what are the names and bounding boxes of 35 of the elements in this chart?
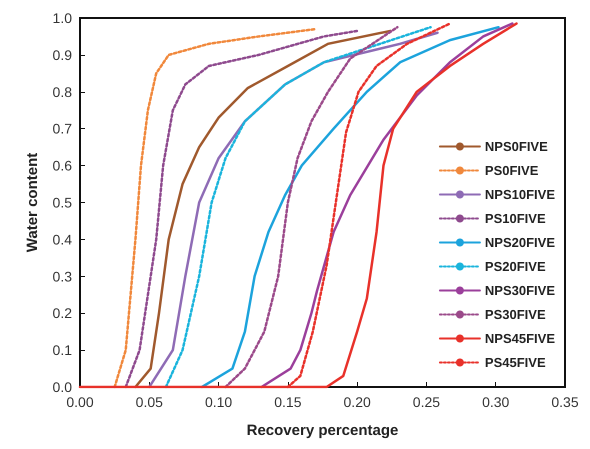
legend-label: PS0FIVE (484, 163, 539, 178)
line-series (134, 30, 392, 388)
y-tick-label: 0.2 (52, 305, 72, 322)
x-tick-label: 0.25 (412, 394, 440, 410)
x-tick-label: 0.05 (136, 394, 164, 410)
legend-label: NPS10FIVE (484, 187, 556, 202)
x-axis-title: Recovery percentage (246, 422, 398, 439)
y-tick-label: 1.0 (52, 10, 72, 26)
y-tick-label: 0.5 (52, 194, 72, 210)
legend-label: PS20FIVE (484, 259, 546, 274)
x-tick-label: 0.35 (551, 394, 579, 410)
line-series (224, 26, 399, 388)
y-tick-label: 0.9 (52, 46, 72, 63)
y-tick-label: 0.3 (52, 268, 72, 284)
line-series (124, 30, 358, 388)
x-tick-label: 0.30 (482, 394, 510, 410)
y-tick-label: 0.1 (52, 342, 72, 358)
y-tick-label: 0.0 (52, 379, 72, 395)
legend-label: NPS20FIVE (484, 235, 556, 250)
line-series (113, 28, 317, 388)
x-tick-label: 0.00 (66, 394, 94, 410)
legend-label: PS45FIVE (484, 355, 546, 370)
y-tick-label: 0.4 (52, 231, 72, 248)
x-tick-label: 0.10 (204, 394, 232, 410)
legend-label: NPS0FIVE (484, 139, 548, 154)
legend-label: PS30FIVE (484, 307, 546, 322)
x-tick-label: 0.20 (344, 394, 371, 410)
y-tick-label: 0.7 (52, 120, 72, 137)
legend-label: PS10FIVE (484, 211, 546, 226)
x-tick-label: 0.15 (274, 394, 302, 410)
y-tick-label: 0.6 (52, 158, 72, 174)
legend-label: NPS45FIVE (484, 331, 556, 346)
legend-label: NPS30FIVE (484, 283, 556, 298)
y-tick-label: 0.8 (52, 84, 72, 100)
y-axis-title: Water content (24, 152, 41, 252)
